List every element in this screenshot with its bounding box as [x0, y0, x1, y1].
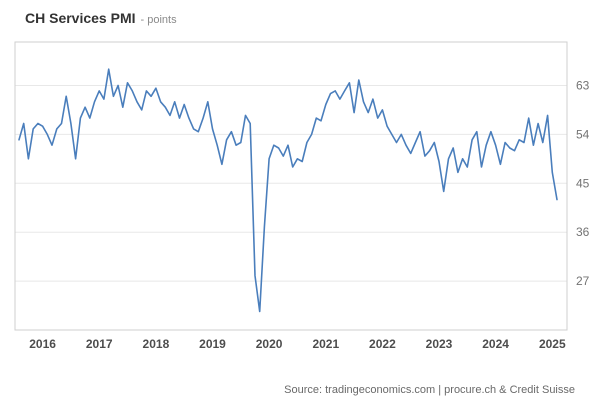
x-tick-label: 2021	[312, 337, 339, 351]
chart-subtitle: - points	[140, 14, 177, 26]
x-tick-label: 2024	[482, 337, 509, 351]
y-tick-label: 27	[576, 274, 590, 288]
x-tick-label: 2019	[199, 337, 226, 351]
x-tick-label: 2016	[29, 337, 56, 351]
x-tick-label: 2017	[86, 337, 113, 351]
y-tick-label: 45	[576, 176, 590, 190]
pmi-series-line[interactable]	[18, 68, 558, 313]
plot-border	[14, 41, 568, 331]
source-suffix: | procure.ch & Credit Suisse	[435, 384, 575, 396]
x-tick-label: 2022	[369, 337, 396, 351]
x-tick-label: 2020	[256, 337, 283, 351]
source-prefix: Source:	[284, 384, 326, 396]
y-tick-label: 54	[576, 127, 590, 141]
chart-title: CH Services PMI	[25, 10, 136, 26]
y-tick-label: 36	[576, 225, 590, 239]
x-tick-label: 2023	[426, 337, 453, 351]
source-link[interactable]: tradingeconomics.com	[325, 384, 436, 396]
x-tick-label: 2025	[539, 337, 566, 351]
chart-header: CH Services PMI - points	[25, 10, 177, 26]
y-tick-label: 63	[576, 79, 590, 93]
source-attribution: Source: tradingeconomics.com | procure.c…	[284, 384, 575, 396]
x-tick-label: 2018	[143, 337, 170, 351]
pmi-line-chart[interactable]: 27 36 45 54 63 2016 2017 2018 2019 2020 2021 2022 20…	[0, 32, 600, 362]
